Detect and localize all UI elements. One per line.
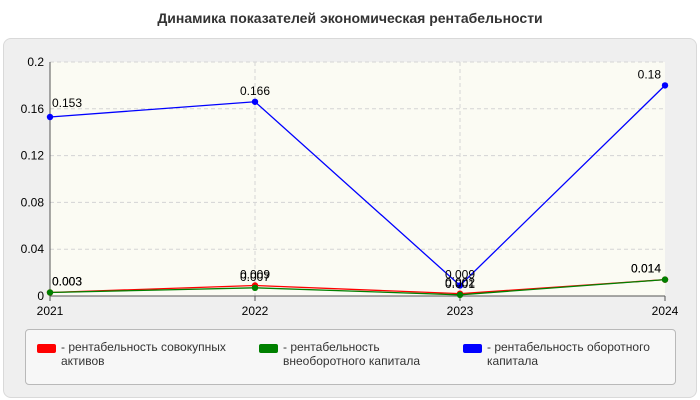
data-label: 0.014 xyxy=(631,262,661,276)
data-point xyxy=(46,289,54,296)
y-tick-label: 0.12 xyxy=(21,149,45,163)
y-tick-label: 0.04 xyxy=(21,242,45,256)
data-label: 0.003 xyxy=(52,274,82,288)
data-point xyxy=(456,282,464,289)
data-label: 0.003 xyxy=(52,274,82,288)
data-label: 0.18 xyxy=(638,67,662,81)
x-tick-label: 2024 xyxy=(652,304,679,318)
data-label: 0.009 xyxy=(240,267,270,281)
data-point xyxy=(661,276,669,283)
y-tick-label: 0.16 xyxy=(21,102,45,116)
data-label: 0.153 xyxy=(52,96,82,110)
data-point xyxy=(661,82,669,89)
legend-label: - рентабельность совокупных активов xyxy=(61,340,226,368)
data-point xyxy=(251,98,259,105)
y-tick-label: 0.2 xyxy=(27,55,44,69)
data-point xyxy=(46,113,54,121)
y-tick-label: 0 xyxy=(37,289,44,303)
data-label: 0.009 xyxy=(445,267,475,281)
data-label: 0.007 xyxy=(240,270,270,284)
legend-label: - рентабельность оборотного капитала xyxy=(487,340,650,368)
data-point xyxy=(251,284,259,292)
legend-swatch-blue xyxy=(463,344,482,353)
legend-swatch-green xyxy=(259,344,278,353)
x-tick-label: 2023 xyxy=(447,304,474,318)
data-label: 0.002 xyxy=(445,276,475,290)
y-tick-label: 0.08 xyxy=(21,195,45,209)
x-tick-label: 2022 xyxy=(242,304,269,318)
data-point xyxy=(456,291,464,299)
x-tick-label: 2021 xyxy=(37,304,64,318)
series-line-2 xyxy=(49,84,666,287)
series-line-1 xyxy=(49,278,666,296)
chart-title: Динамика показателей экономическая рента… xyxy=(157,10,543,26)
legend-swatch-red xyxy=(37,344,56,353)
data-label: 0.001 xyxy=(445,277,475,291)
chart-legend: - рентабельность совокупных активов - ре… xyxy=(25,329,676,385)
plot-area xyxy=(50,62,665,296)
data-label: 0.166 xyxy=(240,84,270,98)
data-label: 0.014 xyxy=(631,262,661,276)
legend-label: - рентабельность внеоборотного капитала xyxy=(283,340,420,368)
